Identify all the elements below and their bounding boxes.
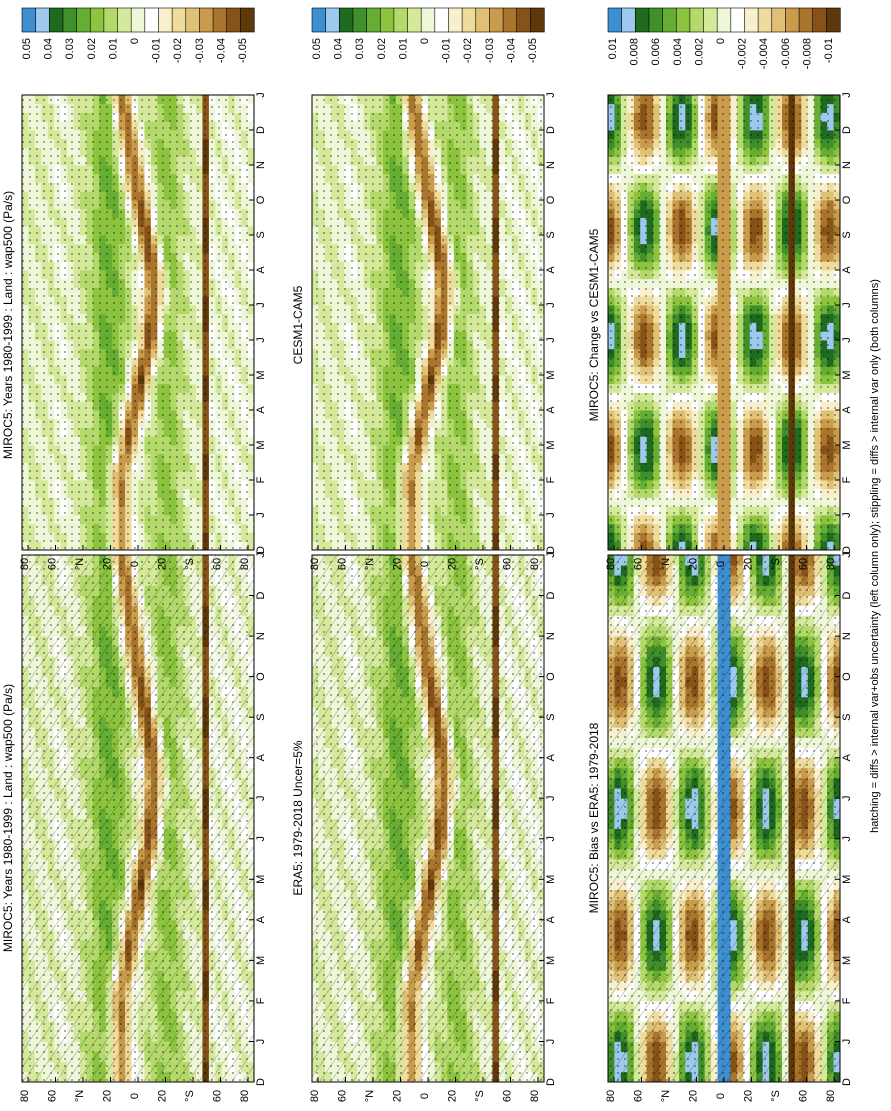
colorbar-swatch bbox=[240, 7, 255, 33]
month-tick-label: D bbox=[255, 591, 267, 599]
lat-tick-label: 60 bbox=[212, 558, 224, 570]
lat-tick-label: 60 bbox=[212, 1090, 224, 1102]
month-tick-label: O bbox=[255, 672, 267, 681]
colorbar: 0.05 0.04 0.03 0.02 0.01 0 -0.01 -0.02 -0.03 -0.0… bbox=[21, 7, 255, 63]
colorbar-swatch bbox=[144, 7, 160, 33]
month-tick-label: F bbox=[255, 476, 267, 483]
colorbar-swatch bbox=[117, 7, 132, 33]
month-tick-label: A bbox=[255, 266, 267, 274]
month-tick-label: D bbox=[255, 546, 267, 554]
lat-tick-label: °N bbox=[74, 1090, 86, 1102]
colorbar-label: -0.03 bbox=[194, 38, 206, 63]
colorbar-swatch bbox=[212, 7, 228, 33]
month-tick-label: A bbox=[255, 915, 267, 923]
month-tick-label: D bbox=[255, 126, 267, 134]
colorbar-swatch bbox=[226, 7, 241, 33]
colorbar-swatch bbox=[130, 7, 146, 33]
colorbar-swatch bbox=[89, 7, 105, 33]
colorbar-swatch bbox=[76, 7, 91, 33]
panel-1: 80 60 °N 20 0 20 °S 60 80 D J F M A M J J A S O N D J MIROC5: Y… bbox=[1, 552, 267, 1102]
month-tick-label: M bbox=[255, 440, 267, 449]
month-tick-label: J bbox=[255, 552, 267, 558]
lat-tick-label: 80 bbox=[239, 558, 251, 570]
lat-tick-label: °S bbox=[184, 1090, 196, 1102]
lat-tick-label: 20 bbox=[157, 558, 169, 570]
lat-tick-label: 20 bbox=[102, 1090, 114, 1102]
colorbar-label: 0.03 bbox=[64, 38, 76, 59]
month-tick-label: M bbox=[255, 956, 267, 965]
lat-tick-label: °N bbox=[74, 558, 86, 570]
month-tick-label: A bbox=[255, 753, 267, 761]
panel-title: MIROC5: Years 1980-1999 : Land : wap500 … bbox=[1, 684, 15, 952]
colorbar-label: -0.04 bbox=[215, 38, 227, 63]
colorbar-swatch bbox=[21, 7, 37, 33]
colorbar-swatch bbox=[48, 7, 64, 33]
lat-tick-label: 0 bbox=[129, 1093, 141, 1099]
month-tick-label: N bbox=[255, 632, 267, 640]
month-tick-label: J bbox=[255, 302, 267, 308]
colorbar-swatch bbox=[158, 7, 173, 33]
colorbar-swatch bbox=[199, 7, 214, 33]
colorbar-label: 0 bbox=[129, 38, 141, 44]
month-tick-label: S bbox=[255, 714, 267, 721]
colorbar-swatch bbox=[103, 7, 119, 33]
month-tick-label: J bbox=[255, 92, 267, 98]
lat-tick-label: 80 bbox=[239, 1090, 251, 1102]
colorbar-label: -0.02 bbox=[172, 38, 184, 63]
colorbar-label: 0.02 bbox=[86, 38, 98, 59]
month-tick-label: F bbox=[255, 997, 267, 1004]
lat-tick-label: 20 bbox=[157, 1090, 169, 1102]
lat-tick-label: °S bbox=[184, 558, 196, 570]
colorbar-swatch bbox=[171, 7, 187, 33]
hatching-overlay bbox=[22, 555, 254, 1082]
lat-tick-label: 80 bbox=[19, 1090, 31, 1102]
month-tick-label: J bbox=[255, 795, 267, 801]
month-tick-label: O bbox=[255, 195, 267, 204]
month-tick-label: J bbox=[255, 836, 267, 842]
lat-tick-label: 60 bbox=[47, 558, 59, 570]
month-tick-label: A bbox=[255, 406, 267, 414]
colorbar-label: -0.01 bbox=[151, 38, 163, 63]
panel-title: MIROC5: Years 1980-1999 : Land : wap500 … bbox=[1, 191, 15, 459]
month-tick-label: J bbox=[255, 337, 267, 343]
month-tick-label: J bbox=[255, 512, 267, 518]
month-tick-label: M bbox=[255, 370, 267, 379]
month-tick-label: J bbox=[255, 1039, 267, 1045]
colorbar-label: 0.01 bbox=[107, 38, 119, 59]
colorbar-label: 0.05 bbox=[21, 38, 33, 59]
lat-tick-label: 0 bbox=[129, 561, 141, 567]
lat-tick-label: 60 bbox=[47, 1090, 59, 1102]
colorbar-swatch bbox=[185, 7, 201, 33]
month-tick-label: M bbox=[255, 875, 267, 884]
colorbar-swatch bbox=[35, 7, 50, 33]
colorbar-swatch bbox=[62, 7, 78, 33]
lat-tick-label: 80 bbox=[19, 558, 31, 570]
month-tick-label: D bbox=[255, 1078, 267, 1086]
colorbar-label: 0.04 bbox=[43, 38, 55, 59]
month-tick-label: N bbox=[255, 161, 267, 169]
colorbar-label: -0.05 bbox=[237, 38, 249, 63]
stippling-overlay bbox=[22, 95, 254, 550]
lat-tick-label: 20 bbox=[102, 558, 114, 570]
month-tick-label: S bbox=[255, 231, 267, 238]
